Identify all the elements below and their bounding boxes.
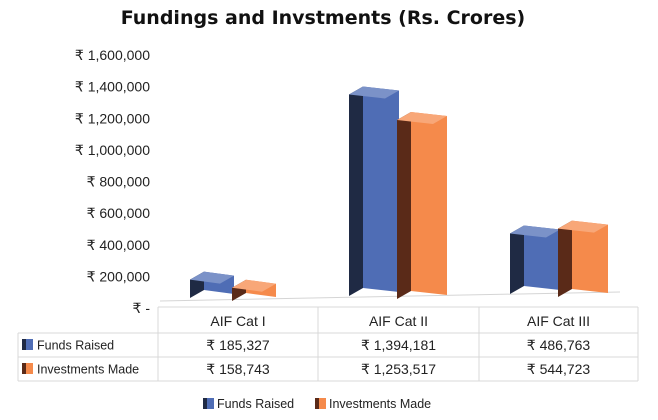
bar-side — [397, 112, 411, 299]
bar-funds-raised-2 — [349, 86, 399, 296]
floor-line — [159, 291, 621, 302]
bar-top — [190, 271, 234, 284]
bar-front — [572, 220, 608, 293]
category-label: AIF Cat III — [527, 313, 590, 329]
data-label: ₹ 1,394,181 — [361, 337, 436, 353]
data-table: AIF Cat I AIF Cat II AIF Cat III Funds Rais… — [17, 306, 639, 382]
y-tick-label: ₹ 400,000 — [87, 237, 151, 253]
row-label: Investments Made — [37, 363, 139, 377]
bar-side — [510, 225, 524, 294]
legend: Funds Raised Investments Made — [203, 397, 431, 411]
bar-top — [349, 86, 399, 99]
y-tick-label: ₹ 1,200,000 — [75, 110, 150, 126]
legend-swatch — [319, 398, 326, 409]
y-tick-label: ₹ 600,000 — [87, 205, 151, 221]
data-label: ₹ 486,763 — [527, 337, 591, 353]
data-label: ₹ 158,743 — [206, 361, 270, 377]
chart-title: Fundings and Invstments (Rs. Crores) — [121, 7, 525, 29]
bar-investments-made-1 — [232, 279, 276, 301]
y-tick-label: ₹ 200,000 — [87, 268, 151, 284]
bar-front — [363, 86, 399, 292]
bar-front — [524, 225, 560, 290]
row-label: Funds Raised — [37, 339, 114, 353]
row-swatch — [22, 339, 26, 350]
legend-swatch — [315, 398, 319, 409]
bar-top — [397, 112, 447, 125]
category-label: AIF Cat I — [210, 313, 265, 329]
row-swatch — [22, 363, 26, 374]
category-label: AIF Cat II — [369, 313, 428, 329]
bar-funds-raised-3 — [510, 225, 560, 294]
row-swatch — [26, 339, 33, 350]
bar-side — [349, 86, 363, 296]
y-tick-label: ₹ 1,000,000 — [75, 142, 150, 158]
y-tick-label: ₹ 1,600,000 — [75, 47, 150, 63]
bar-funds-raised-1 — [190, 271, 234, 298]
bar-side — [558, 220, 572, 297]
data-label: ₹ 544,723 — [527, 361, 591, 377]
bar-top — [232, 279, 276, 292]
bar-investments-made-3 — [558, 220, 608, 297]
legend-label: Funds Raised — [217, 397, 294, 411]
bar-investments-made-2 — [397, 112, 447, 299]
data-label: ₹ 185,327 — [206, 337, 270, 353]
row-swatch — [26, 363, 33, 374]
y-axis: ₹ - ₹ 200,000 ₹ 400,000 ₹ 600,000 ₹ 800,000 ₹… — [75, 47, 150, 316]
bar-top — [558, 220, 608, 233]
legend-label: Investments Made — [329, 397, 431, 411]
data-label: ₹ 1,253,517 — [361, 361, 436, 377]
bar-front — [411, 112, 447, 295]
y-tick-label: ₹ 800,000 — [87, 174, 151, 190]
legend-swatch — [207, 398, 214, 409]
bars-group — [159, 86, 621, 302]
y-tick-label: ₹ 1,400,000 — [75, 79, 150, 95]
legend-swatch — [203, 398, 207, 409]
bar-top — [510, 225, 560, 238]
y-tick-label: ₹ - — [133, 300, 151, 316]
